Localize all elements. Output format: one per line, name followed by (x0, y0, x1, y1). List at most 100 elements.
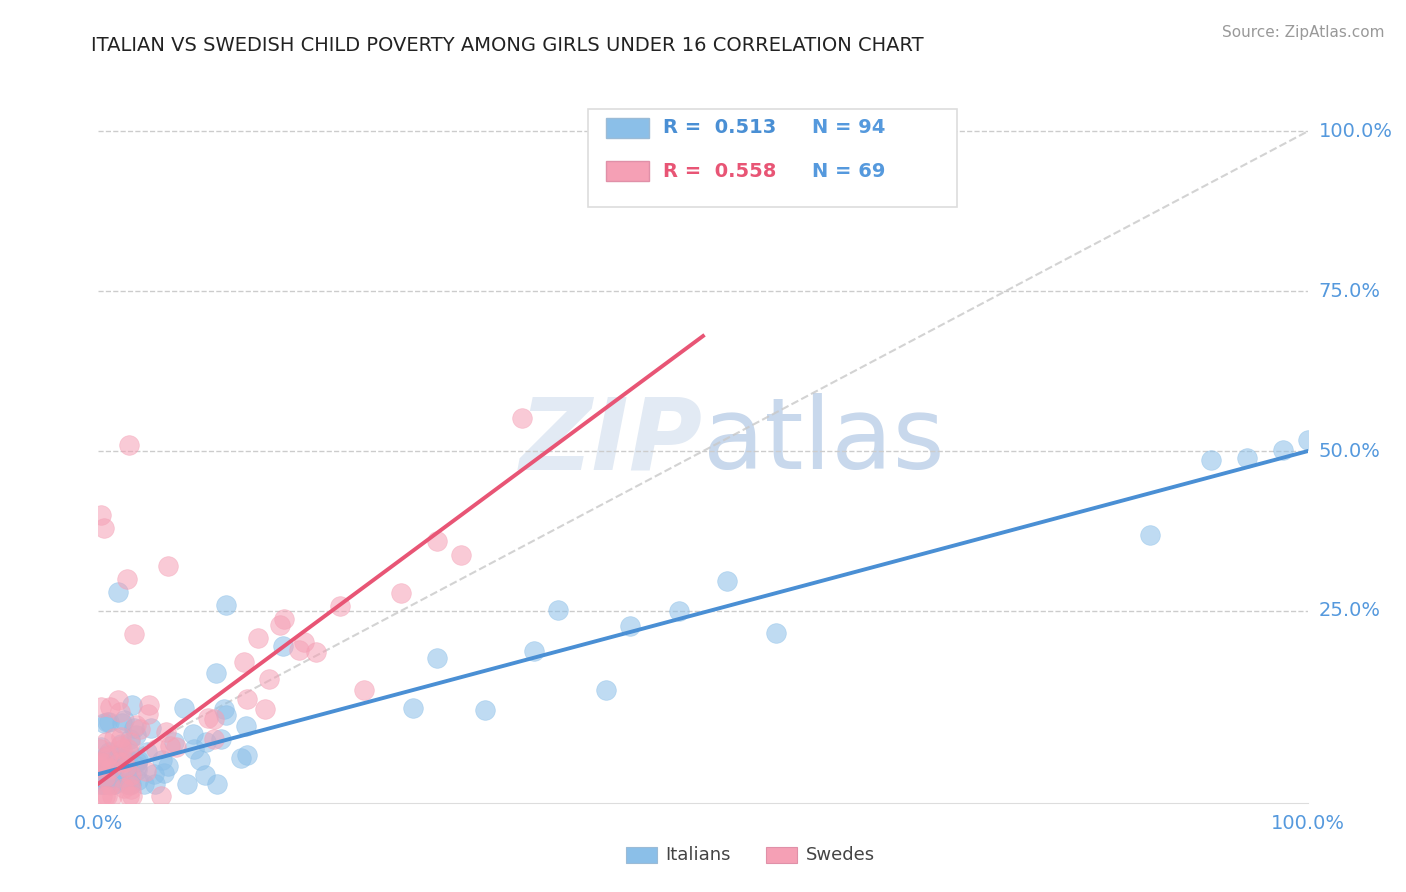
Point (138, 698, 160, 713)
Point (1199, 453, 1222, 467)
Point (287, 643, 309, 657)
Point (115, 572, 138, 586)
Point (115, 759, 138, 773)
Point (98, 778, 121, 792)
Point (93, 789, 115, 804)
Bar (606, 118, 648, 138)
Point (96, 759, 118, 773)
Point (305, 645, 328, 659)
Point (97, 747, 120, 762)
Point (232, 655, 254, 669)
Point (134, 776, 156, 790)
Point (214, 702, 236, 716)
Point (111, 752, 134, 766)
Point (125, 763, 148, 777)
Point (120, 776, 142, 790)
Point (523, 643, 546, 657)
Point (100, 774, 122, 789)
Point (246, 631, 269, 645)
Point (98, 745, 121, 759)
Point (143, 776, 166, 790)
Point (1236, 450, 1258, 465)
Point (111, 715, 134, 730)
Point (426, 534, 449, 549)
Point (94, 772, 117, 786)
Point (136, 745, 159, 759)
Point (110, 737, 132, 751)
Point (111, 742, 134, 756)
Point (450, 548, 472, 562)
Point (121, 698, 143, 712)
Bar (606, 161, 648, 181)
Point (197, 711, 219, 725)
Point (595, 682, 617, 697)
Point (108, 755, 131, 769)
Point (139, 721, 162, 735)
Point (181, 726, 204, 740)
Point (156, 559, 179, 574)
Point (96, 775, 118, 789)
Point (93, 765, 115, 780)
Point (96, 789, 118, 804)
Point (120, 782, 142, 797)
FancyBboxPatch shape (588, 109, 957, 207)
Point (117, 789, 139, 803)
Point (112, 755, 135, 769)
Point (103, 776, 125, 790)
Point (273, 612, 295, 626)
Point (176, 776, 198, 790)
Point (159, 739, 181, 753)
Point (510, 411, 533, 425)
Point (188, 753, 211, 767)
Point (90, 763, 112, 777)
Point (93, 756, 115, 771)
Point (163, 735, 186, 749)
Point (157, 759, 180, 773)
Point (101, 789, 124, 804)
Point (117, 742, 139, 756)
Point (118, 732, 141, 747)
Point (165, 740, 187, 755)
Point (194, 735, 217, 749)
Point (112, 780, 135, 795)
Point (1296, 433, 1319, 447)
Bar (626, 847, 657, 863)
Point (155, 724, 177, 739)
Point (98, 700, 121, 714)
Point (183, 742, 205, 756)
Point (127, 753, 149, 767)
Point (120, 768, 142, 782)
Point (89, 742, 111, 756)
Point (120, 778, 142, 792)
Point (619, 619, 641, 633)
Point (273, 639, 295, 653)
Point (353, 683, 375, 698)
Text: Italians: Italians (665, 846, 731, 863)
Text: 75.0%: 75.0% (1319, 282, 1381, 301)
Point (101, 770, 124, 784)
Point (122, 627, 145, 641)
Point (253, 702, 276, 716)
Point (205, 776, 228, 790)
Point (716, 574, 738, 588)
Point (103, 731, 125, 745)
Point (235, 747, 257, 762)
Point (103, 753, 125, 767)
Point (93, 521, 115, 535)
Point (90, 700, 112, 714)
Point (143, 767, 166, 781)
Point (668, 604, 690, 618)
Point (125, 718, 148, 732)
Point (89, 776, 111, 790)
Point (96, 748, 118, 763)
Point (89, 756, 111, 770)
Point (121, 789, 143, 804)
Point (215, 707, 238, 722)
Point (125, 728, 148, 742)
Point (108, 705, 131, 719)
Point (94, 776, 117, 790)
Point (111, 757, 134, 772)
Text: ZIP: ZIP (520, 393, 703, 490)
Point (89, 759, 111, 773)
Point (329, 599, 352, 614)
